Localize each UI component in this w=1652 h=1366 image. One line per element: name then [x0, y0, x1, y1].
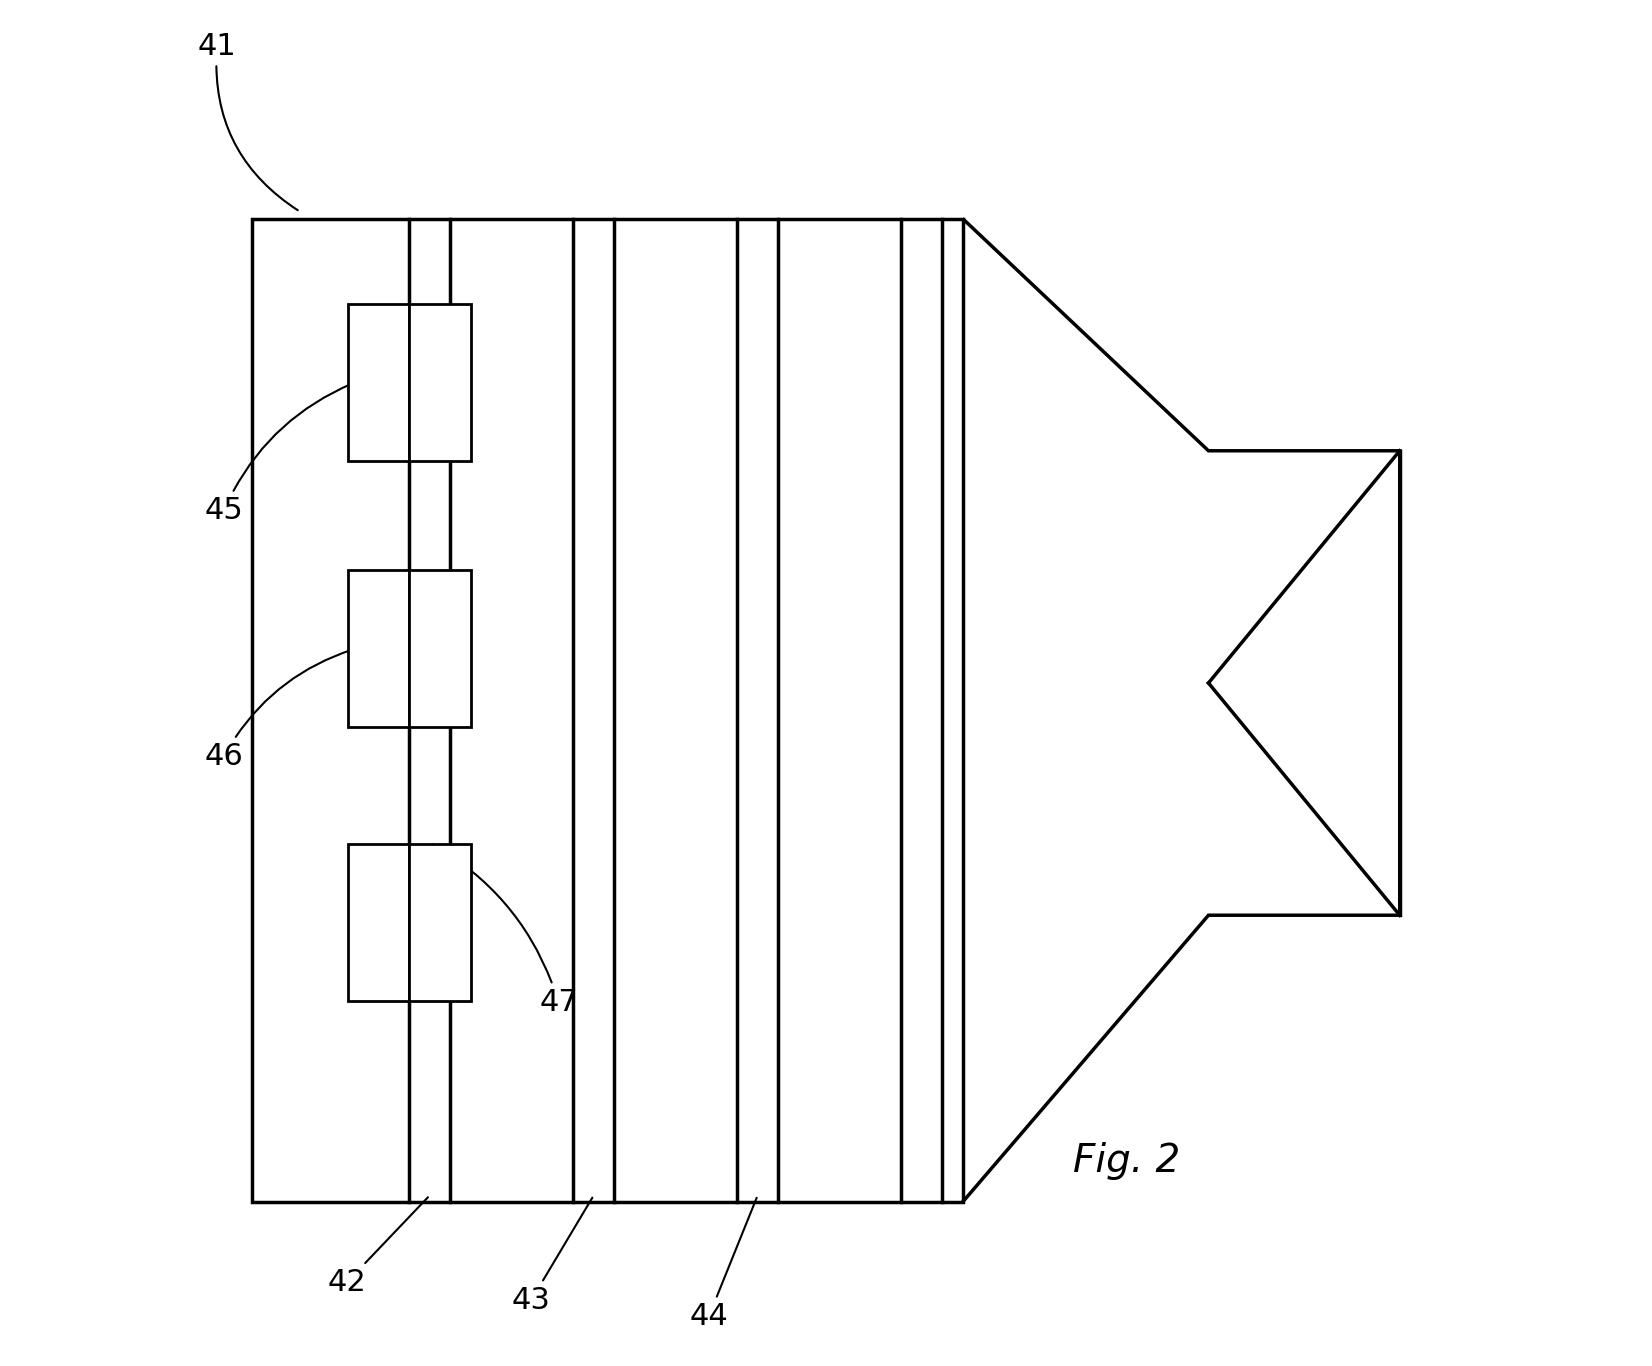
Text: 47: 47 [433, 844, 578, 1016]
Bar [410, 303, 471, 460]
Text: 44: 44 [689, 1198, 757, 1330]
Bar [253, 219, 963, 1202]
Text: 45: 45 [205, 384, 352, 525]
Bar [410, 843, 471, 1000]
Text: Fig. 2: Fig. 2 [1072, 1142, 1180, 1180]
Bar [349, 303, 410, 460]
Text: 43: 43 [512, 1198, 593, 1314]
Bar [349, 843, 410, 1000]
Bar [349, 571, 410, 727]
Bar [410, 571, 471, 727]
Text: 42: 42 [327, 1197, 428, 1296]
Text: 41: 41 [198, 31, 297, 210]
Text: 46: 46 [205, 650, 352, 770]
